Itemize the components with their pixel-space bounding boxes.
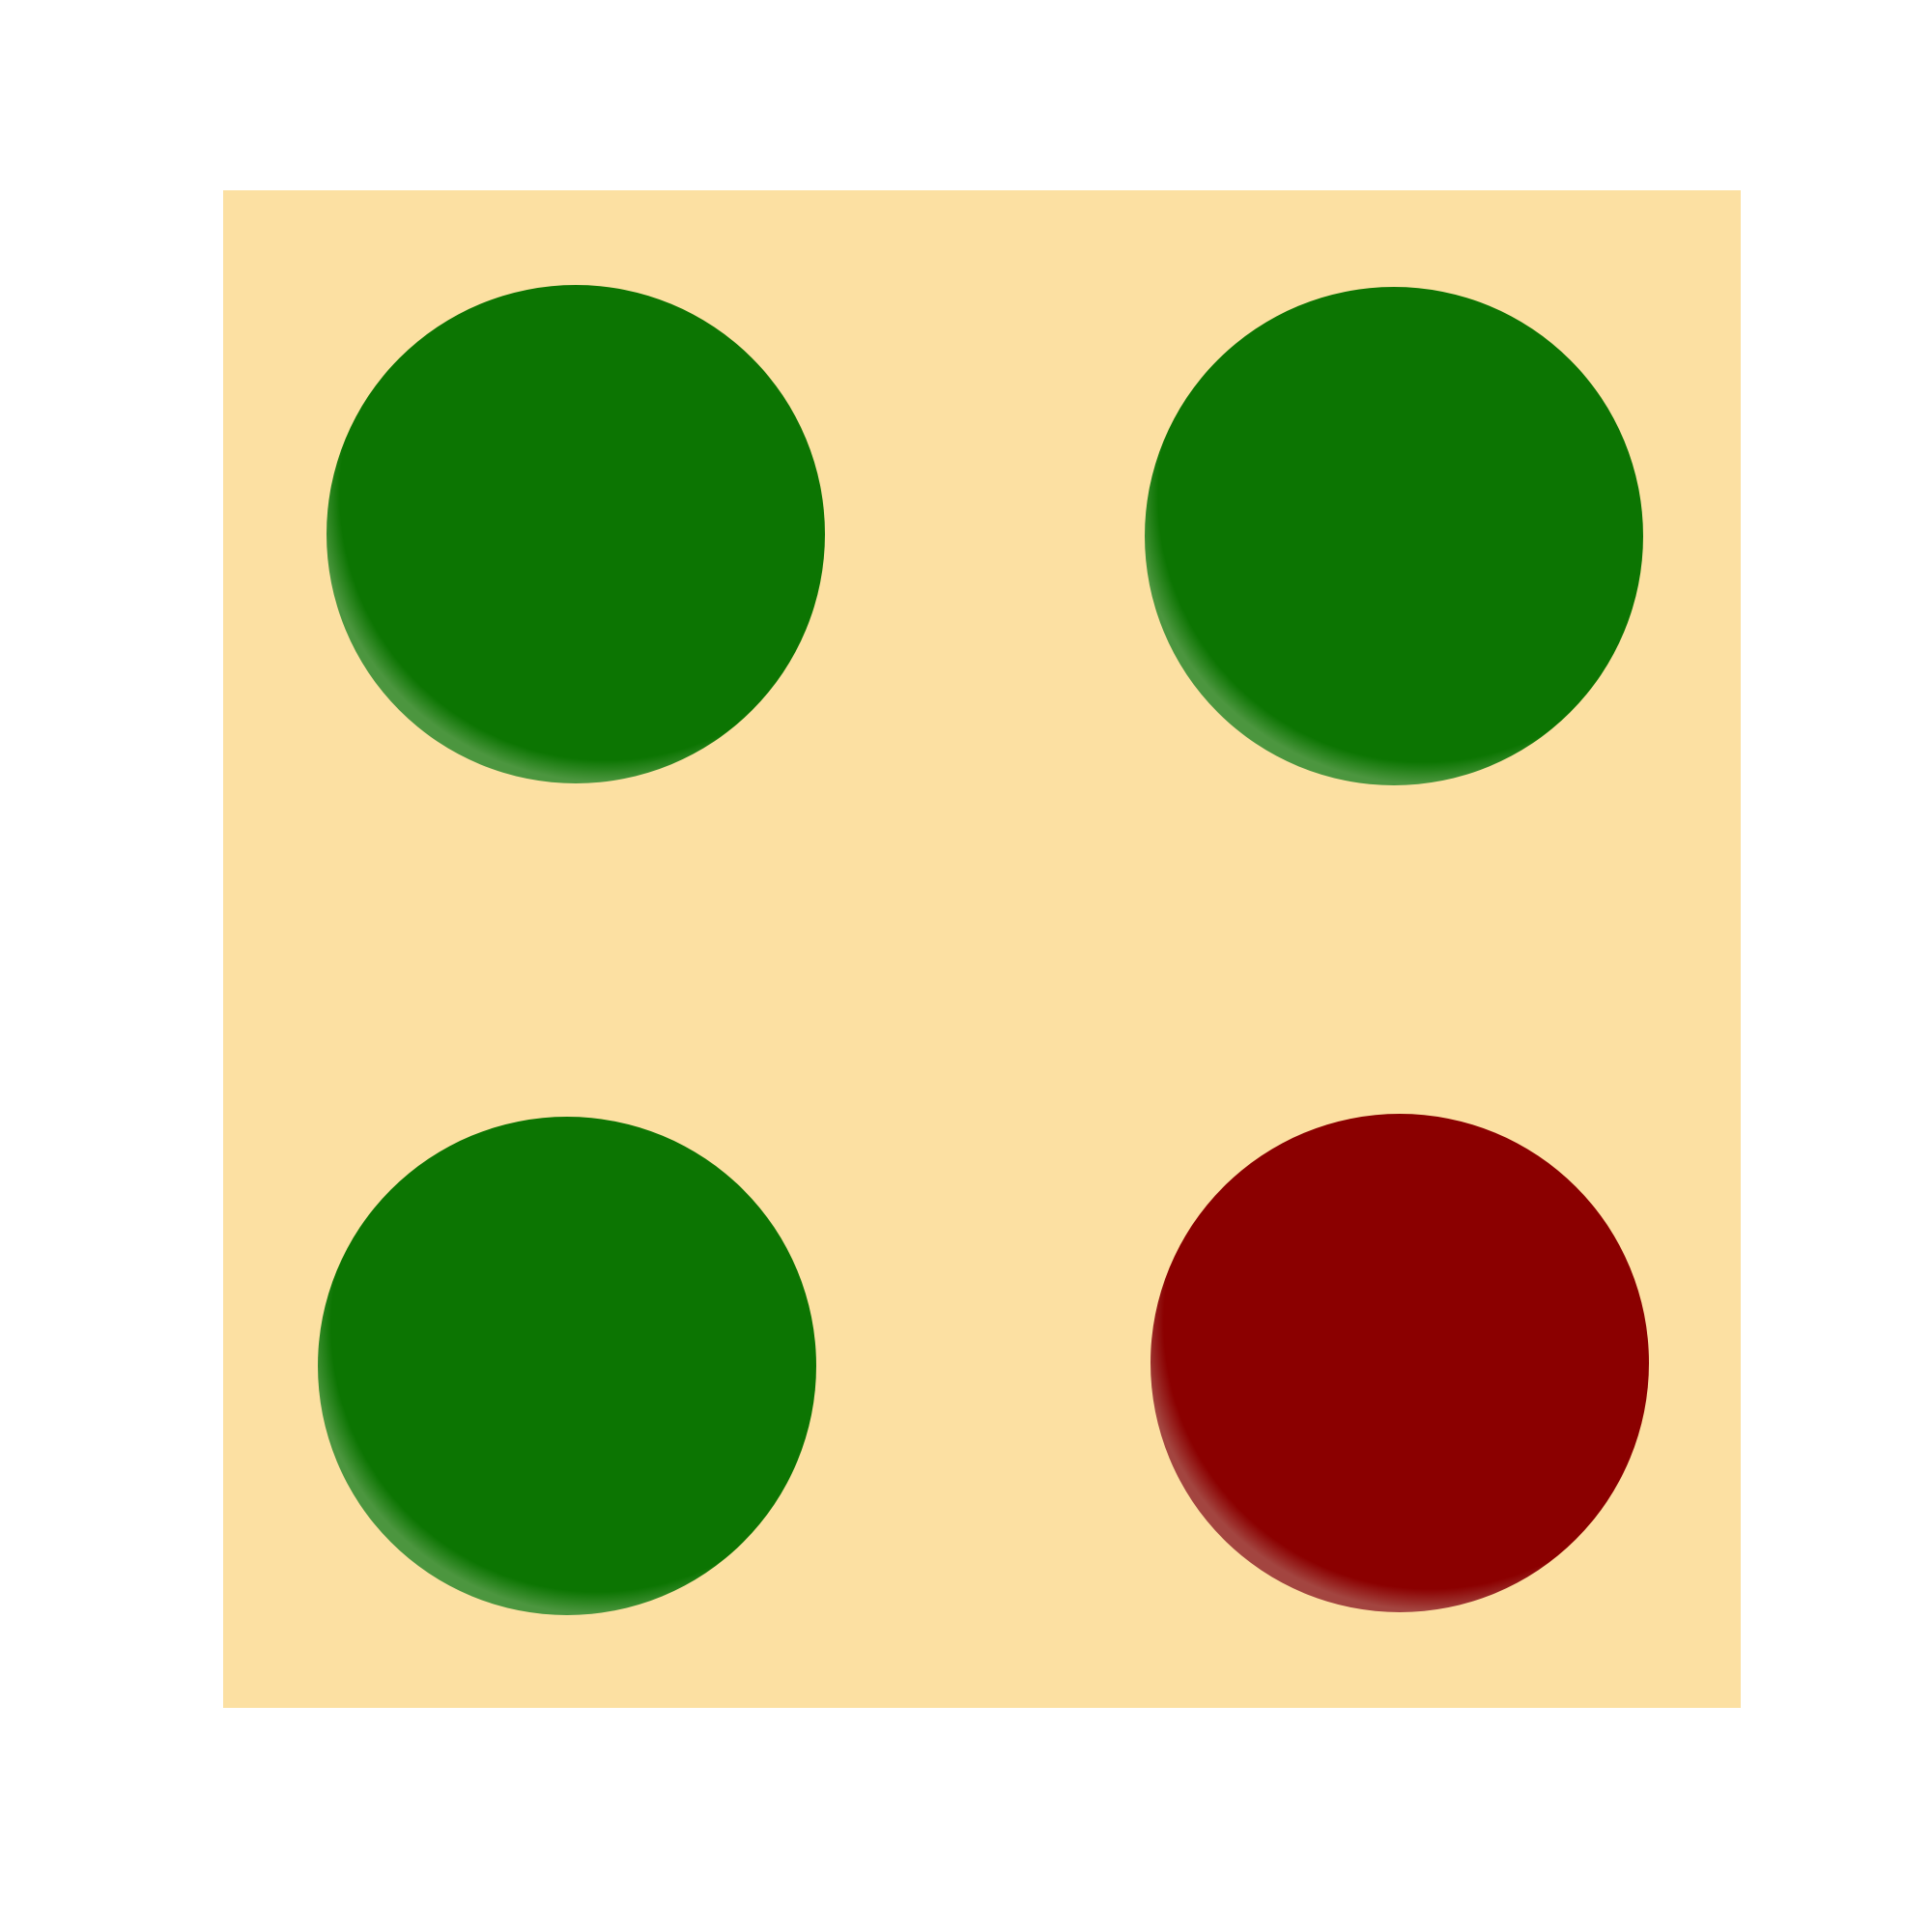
dots-layer (318, 285, 1649, 1615)
dot-bottom-right (1151, 1114, 1649, 1612)
dot-bottom-left (318, 1117, 816, 1615)
dot-top-left (327, 285, 825, 783)
dot-top-right (1145, 287, 1643, 785)
